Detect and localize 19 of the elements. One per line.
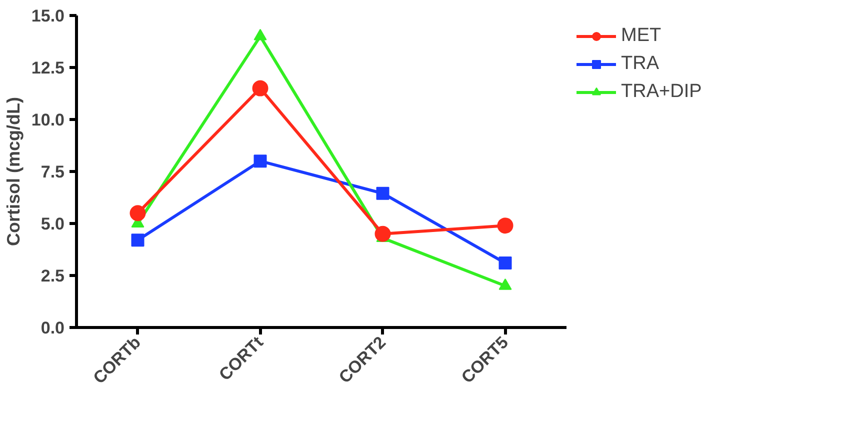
y-tick-label: 0.0 xyxy=(40,318,65,338)
point xyxy=(497,218,514,234)
point xyxy=(130,205,146,222)
y-tick-label: 5.0 xyxy=(40,214,65,234)
y-tick-label: 7.5 xyxy=(40,162,65,182)
point xyxy=(254,154,267,168)
point xyxy=(374,226,391,242)
y-axis-title: Cortisol (mcg/dL) xyxy=(3,96,24,246)
legend-label: MET xyxy=(621,25,662,47)
point xyxy=(131,234,144,247)
point xyxy=(252,80,268,96)
point xyxy=(498,256,512,270)
y-tick-label: 15.0 xyxy=(31,6,65,26)
y-tick-label: 12.5 xyxy=(31,58,65,78)
point xyxy=(376,186,390,200)
y-tick-label: 2.5 xyxy=(40,266,65,286)
y-tick-label: 10.0 xyxy=(31,110,65,130)
legend-label: TRA xyxy=(621,53,659,75)
legend-label: TRA+DIP xyxy=(621,81,702,103)
